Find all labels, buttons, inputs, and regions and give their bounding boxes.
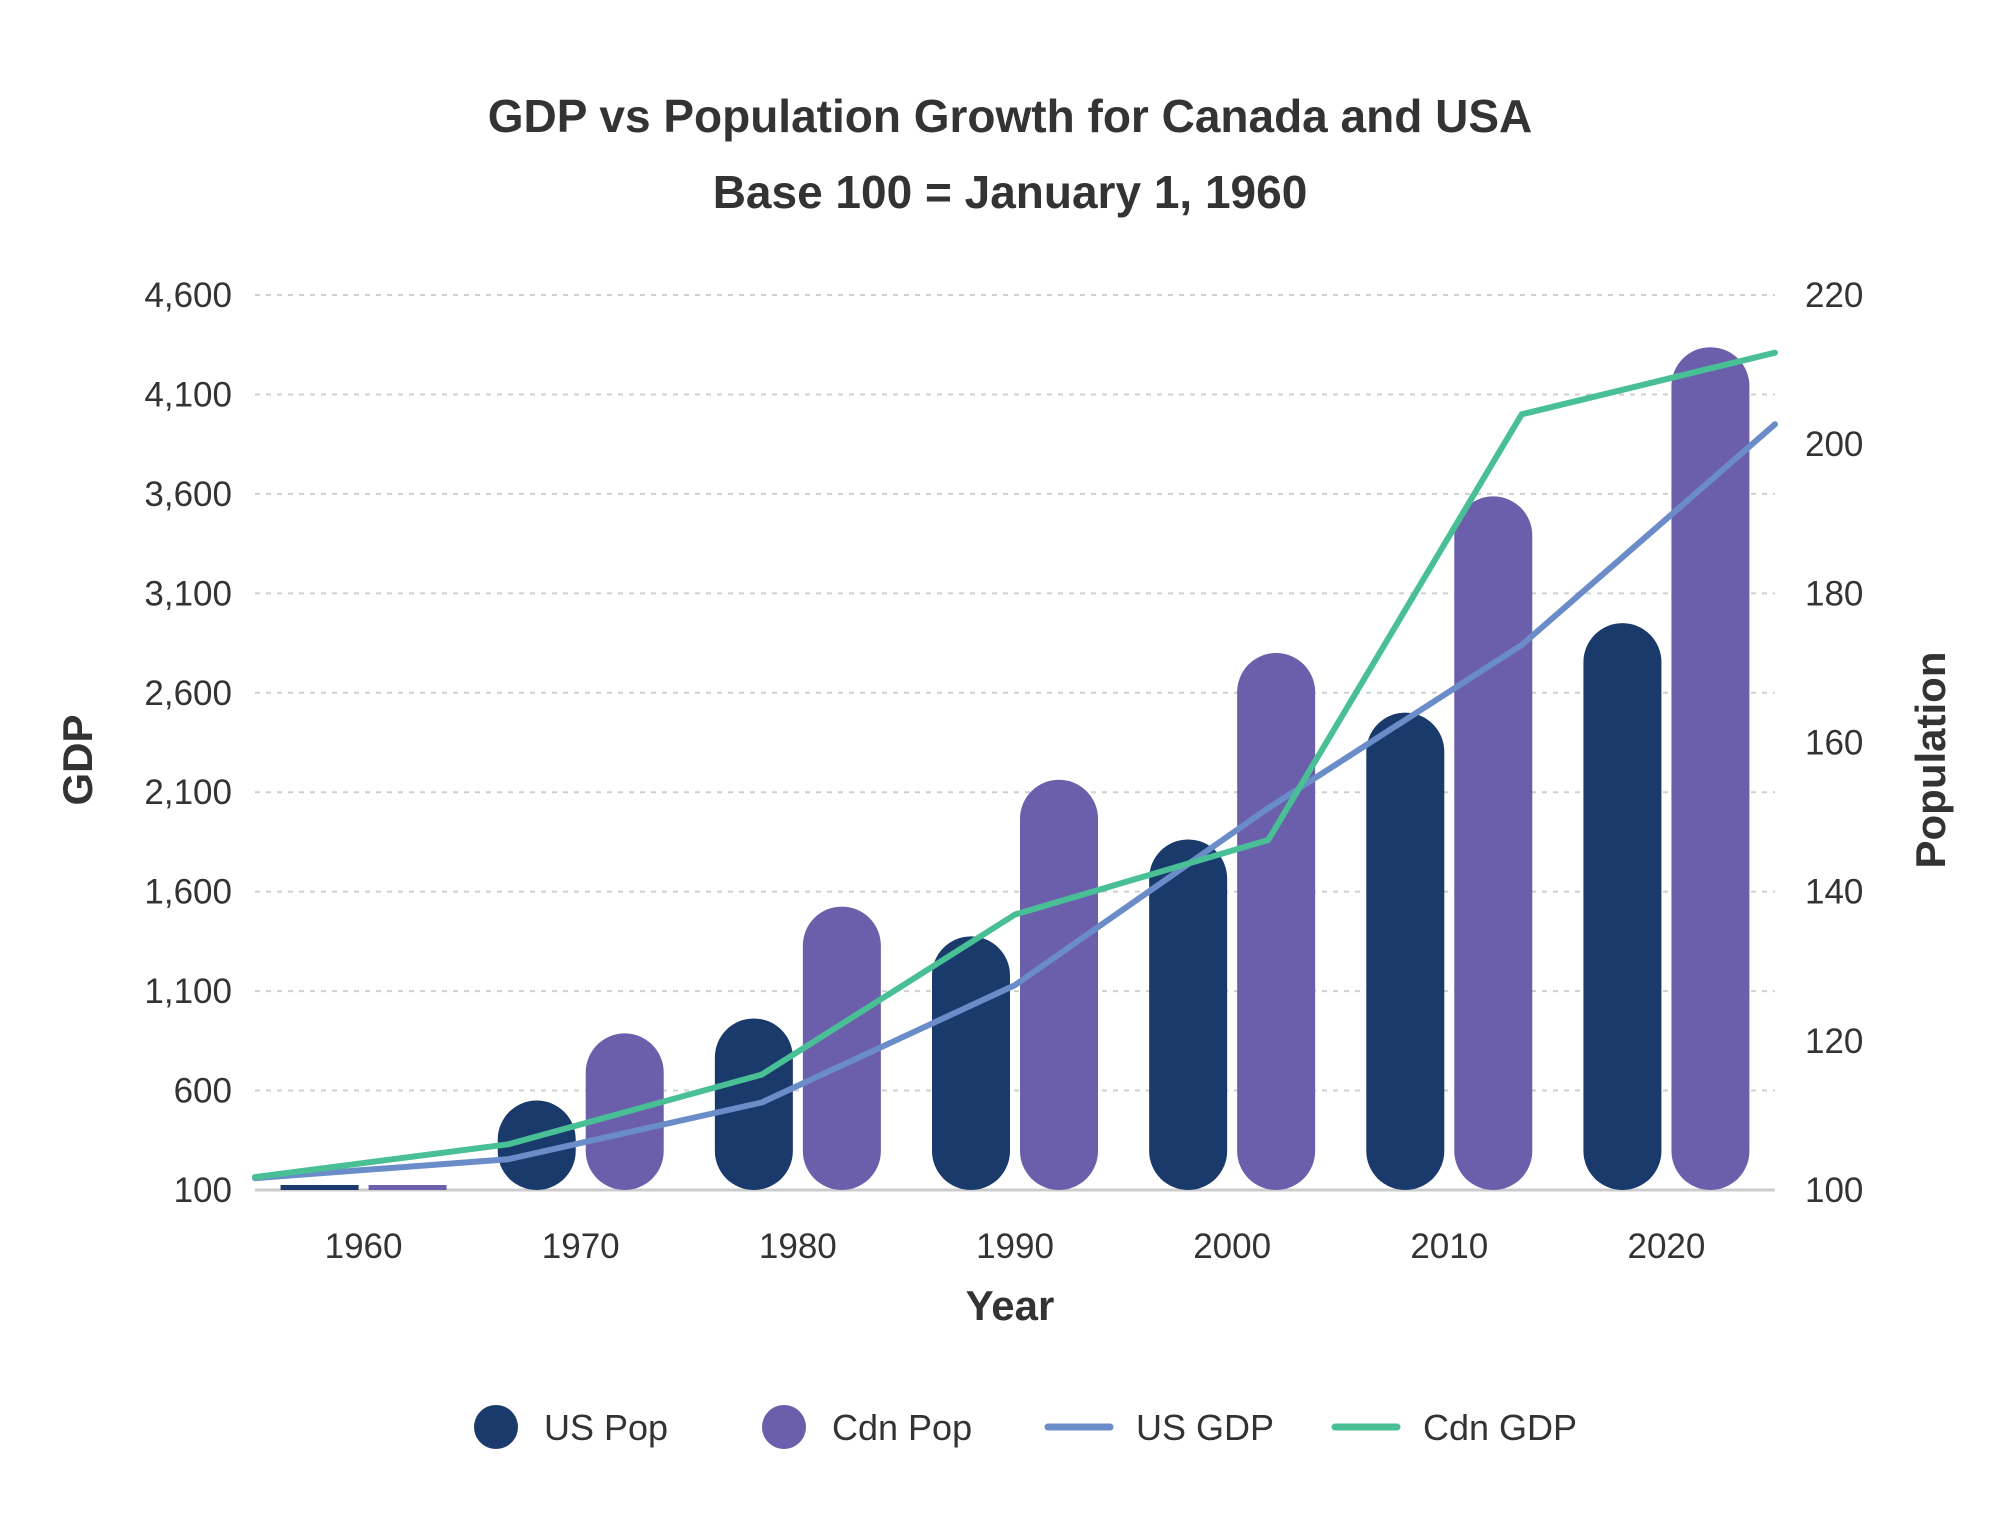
chart-title: GDP vs Population Growth for Canada and … xyxy=(488,90,1532,142)
cdn-pop-bar xyxy=(368,1185,447,1190)
legend-label-us-pop: US Pop xyxy=(544,1407,668,1448)
right-axis-ticks: 100 120 140 160 180 200 220 xyxy=(1805,276,1863,1210)
us-pop-bar xyxy=(1149,839,1228,1190)
left-tick-label: 3,100 xyxy=(144,574,232,613)
x-tick-label: 1960 xyxy=(325,1227,403,1266)
left-tick-label: 600 xyxy=(174,1072,232,1111)
left-tick-label: 2,600 xyxy=(144,674,232,713)
x-tick-label: 2020 xyxy=(1627,1227,1705,1266)
right-tick-label: 220 xyxy=(1805,276,1863,315)
chart-subtitle: Base 100 = January 1, 1960 xyxy=(713,166,1308,218)
left-tick-label: 4,100 xyxy=(144,375,232,414)
cdn-gdp-line xyxy=(252,349,1778,1181)
legend-label-cdn-pop: Cdn Pop xyxy=(832,1407,972,1448)
cdn-pop-bar xyxy=(1454,496,1533,1190)
us-pop-bar xyxy=(1366,712,1445,1190)
legend-marker-us-pop xyxy=(474,1405,518,1449)
left-tick-label: 3,600 xyxy=(144,475,232,514)
grid-lines xyxy=(255,294,1775,1192)
x-axis-ticks: 1960 1970 1980 1990 2000 2010 2020 xyxy=(325,1227,1706,1266)
cdn-pop-bar xyxy=(1671,347,1750,1190)
legend-marker-cdn-pop xyxy=(762,1405,806,1449)
left-axis-ticks: 100 600 1,100 1,600 2,100 2,600 3,100 3,600 4,10… xyxy=(144,276,232,1210)
us-pop-bar xyxy=(932,936,1010,1190)
right-axis-title: Population xyxy=(1907,652,1954,869)
bars xyxy=(280,347,1750,1190)
right-tick-label: 200 xyxy=(1805,425,1863,464)
left-tick-label: 100 xyxy=(174,1171,232,1210)
x-tick-label: 2000 xyxy=(1193,1227,1271,1266)
lines xyxy=(252,349,1778,1182)
cdn-pop-bar xyxy=(1237,653,1316,1190)
legend: US Pop Cdn Pop US GDP Cdn GDP xyxy=(474,1405,1577,1449)
left-tick-label: 2,100 xyxy=(144,773,232,812)
us-pop-bar xyxy=(280,1185,359,1190)
right-tick-label: 120 xyxy=(1805,1022,1863,1061)
right-tick-label: 180 xyxy=(1805,574,1863,613)
legend-label-cdn-gdp: Cdn GDP xyxy=(1423,1407,1577,1448)
right-tick-label: 140 xyxy=(1805,873,1863,912)
us-pop-bar xyxy=(1583,623,1662,1190)
x-axis-title: Year xyxy=(966,1282,1055,1329)
left-axis-title: GDP xyxy=(54,714,101,805)
x-tick-label: 2010 xyxy=(1410,1227,1488,1266)
cdn-pop-bar xyxy=(802,906,881,1190)
right-tick-label: 100 xyxy=(1805,1171,1863,1210)
left-tick-label: 1,600 xyxy=(144,873,232,912)
us-pop-bar xyxy=(497,1100,576,1190)
x-tick-label: 1980 xyxy=(759,1227,837,1266)
cdn-pop-bar xyxy=(1020,779,1098,1190)
x-tick-label: 1970 xyxy=(542,1227,620,1266)
us-gdp-line xyxy=(252,421,1778,1182)
x-tick-label: 1990 xyxy=(976,1227,1054,1266)
legend-label-us-gdp: US GDP xyxy=(1136,1407,1274,1448)
left-tick-label: 1,100 xyxy=(144,972,232,1011)
left-tick-label: 4,600 xyxy=(144,276,232,315)
right-tick-label: 160 xyxy=(1805,724,1863,763)
